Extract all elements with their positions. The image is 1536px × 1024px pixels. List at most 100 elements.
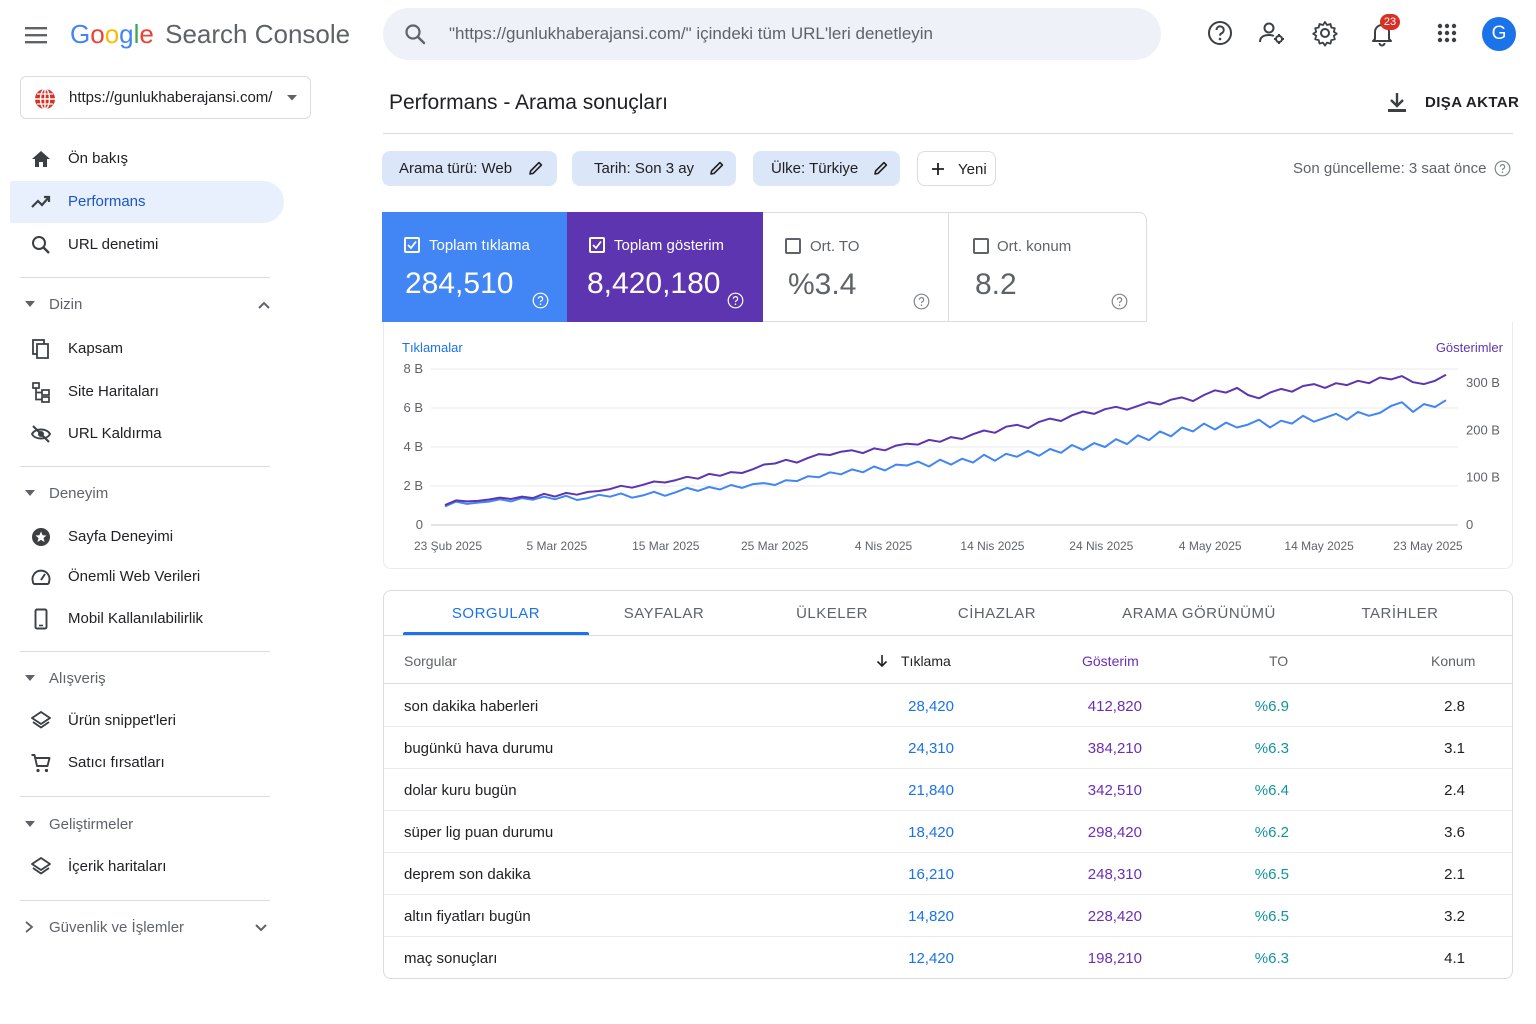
column-header-queries[interactable]: Sorgular	[404, 653, 457, 669]
filter-label: Tarih: Son 3 ay	[594, 160, 695, 177]
query-cell: maç sonuçları	[404, 950, 498, 967]
performance-line-chart[interactable]: Tıklamalar Gösterimler 0 2 B 4 B 6 B 8 B 0 100 B…	[383, 330, 1513, 565]
collapse-triangle-icon	[24, 489, 36, 497]
tab-countries[interactable]: ÜLKELER	[767, 591, 897, 635]
help-circle-icon[interactable]	[727, 292, 744, 309]
url-inspection-search[interactable]: "https://gunlukhaberajansi.com/" içindek…	[383, 8, 1161, 60]
nav-url-inspection[interactable]: URL denetimi	[10, 224, 284, 266]
main-menu-icon[interactable]	[22, 22, 50, 48]
column-header-clicks[interactable]: Tıklama	[901, 653, 951, 669]
search-icon	[30, 234, 52, 256]
column-header-position[interactable]: Konum	[1431, 653, 1476, 669]
nav-merchant-listings[interactable]: Satıcı fırsatları	[10, 742, 284, 784]
tab-devices[interactable]: CİHAZLAR	[932, 591, 1062, 635]
ctr-cell: %6.5	[1254, 866, 1289, 883]
product-name: Search Console	[165, 19, 351, 49]
filter-search-type[interactable]: Arama türü: Web	[382, 151, 557, 186]
globe-icon	[33, 87, 57, 111]
star-badge-icon	[30, 526, 52, 548]
metric-average-position[interactable]: Ort. konum 8.2	[949, 212, 1147, 322]
nav-performance[interactable]: Performans	[10, 181, 284, 223]
nav-core-web-vitals[interactable]: Önemli Web Verileri	[10, 556, 284, 598]
section-shopping[interactable]: Alışveriş	[20, 664, 280, 694]
apps-grid-icon[interactable]	[1432, 18, 1462, 48]
nav-content-maps[interactable]: İçerik haritaları	[10, 846, 284, 888]
sort-arrow-down-icon[interactable]	[875, 654, 889, 668]
clicks-cell: 21,840	[908, 782, 954, 799]
nav-label: URL denetimi	[68, 236, 159, 253]
section-index[interactable]: Dizin	[20, 290, 280, 320]
section-label: Güvenlik ve İşlemler	[49, 919, 185, 936]
metric-total-clicks[interactable]: Toplam tıklama 284,510	[382, 212, 568, 322]
title-divider	[383, 133, 1513, 134]
help-circle-icon[interactable]	[1494, 160, 1511, 177]
nav-overview[interactable]: Ön bakış	[10, 138, 284, 180]
tab-queries[interactable]: SORGULAR	[403, 591, 589, 635]
metric-label: Toplam gösterim	[614, 237, 725, 254]
table-row[interactable]: deprem son dakika 16,210 248,310 %6.5 2.1	[384, 853, 1512, 895]
tab-pages[interactable]: SAYFALAR	[589, 591, 739, 635]
x-tick-label: 4 Nis 2025	[855, 539, 913, 553]
column-header-ctr[interactable]: TO	[1269, 653, 1289, 669]
checkbox-empty-icon[interactable]	[785, 238, 801, 254]
nav-label: Sayfa Deneyimi	[68, 528, 174, 545]
section-experience[interactable]: Deneyim	[20, 479, 280, 509]
checkbox-checked-icon[interactable]	[404, 237, 420, 253]
impressions-cell: 198,210	[1087, 950, 1142, 967]
checkbox-checked-icon[interactable]	[589, 237, 605, 253]
add-filter-button[interactable]: Yeni	[917, 151, 996, 186]
logo-letter: o	[104, 19, 120, 49]
nav-coverage[interactable]: Kapsam	[10, 328, 284, 370]
nav-page-experience[interactable]: Sayfa Deneyimi	[10, 516, 284, 558]
table-row[interactable]: süper lig puan durumu 18,420 298,420 %6.2 3.…	[384, 811, 1512, 853]
metric-average-ctr[interactable]: Ort. TO %3.4	[763, 212, 949, 322]
search-console-logo[interactable]: Google Search Console	[70, 19, 350, 50]
tab-dates[interactable]: TARİHLER	[1334, 591, 1466, 635]
copy-pages-icon	[30, 338, 52, 360]
nav-product-snippets[interactable]: Ürün snippet'leri	[10, 700, 284, 742]
settings-gear-icon[interactable]	[1310, 18, 1340, 48]
table-row[interactable]: maç sonuçları 12,420 198,210 %6.3 4.1	[384, 937, 1512, 978]
section-security-actions[interactable]: Güvenlik ve İşlemler	[20, 913, 280, 943]
impressions-series-line	[444, 373, 1447, 507]
account-avatar[interactable]: G	[1482, 17, 1516, 51]
checkbox-empty-icon[interactable]	[973, 238, 989, 254]
table-row[interactable]: dolar kuru bugün 21,840 342,510 %6.4 2.4	[384, 769, 1512, 811]
section-enhancements[interactable]: Geliştirmeler	[20, 810, 280, 840]
filter-country[interactable]: Ülke: Türkiye	[753, 151, 900, 186]
notification-count-badge: 23	[1380, 14, 1400, 30]
metric-value: %3.4	[788, 268, 857, 301]
section-label: Geliştirmeler	[49, 816, 134, 833]
nav-label: Performans	[68, 193, 146, 210]
metric-total-impressions[interactable]: Toplam gösterim 8,420,180	[567, 212, 763, 322]
nav-label: Mobil Kallanılabilirlik	[68, 610, 204, 627]
impressions-cell: 228,420	[1087, 908, 1142, 925]
edit-pencil-icon	[709, 160, 725, 176]
table-row[interactable]: altın fiyatları bugün 14,820 228,420 %6.5 3.…	[384, 895, 1512, 937]
property-selector[interactable]: https://gunlukhaberajansi.com/	[20, 76, 311, 119]
dimension-table-card: SORGULAR SAYFALAR ÜLKELER CİHAZLAR ARAMA…	[383, 590, 1513, 979]
layers-icon	[30, 710, 52, 732]
x-tick-label: 23 Şub 2025	[414, 539, 482, 553]
nav-sitemaps[interactable]: Site Haritaları	[10, 371, 284, 413]
user-settings-icon[interactable]	[1257, 18, 1287, 48]
sidebar-divider	[20, 277, 270, 278]
impressions-cell: 248,310	[1087, 866, 1142, 883]
table-row[interactable]: son dakika haberleri 28,420 412,820 %6.9 2.8	[384, 685, 1512, 727]
nav-url-removal[interactable]: URL Kaldırma	[10, 413, 284, 455]
help-circle-icon[interactable]	[1111, 293, 1128, 310]
right-tick-label: 300 B	[1466, 375, 1500, 390]
clicks-cell: 18,420	[908, 824, 954, 841]
filter-date[interactable]: Tarih: Son 3 ay	[572, 151, 736, 186]
table-row[interactable]: bugünkü hava durumu 24,310 384,210 %6.3 3.1	[384, 727, 1512, 769]
expand-triangle-icon	[24, 921, 34, 933]
add-filter-label: Yeni	[958, 161, 987, 178]
column-header-impressions[interactable]: Gösterim	[1082, 653, 1139, 669]
trending-up-icon	[30, 191, 52, 213]
tab-search-appearance[interactable]: ARAMA GÖRÜNÜMÜ	[1104, 591, 1294, 635]
edit-pencil-icon	[528, 160, 544, 176]
nav-mobile-usability[interactable]: Mobil Kallanılabilirlik	[10, 598, 284, 640]
help-circle-icon[interactable]	[913, 293, 930, 310]
help-icon[interactable]	[1205, 18, 1235, 48]
help-circle-icon[interactable]	[532, 292, 549, 309]
